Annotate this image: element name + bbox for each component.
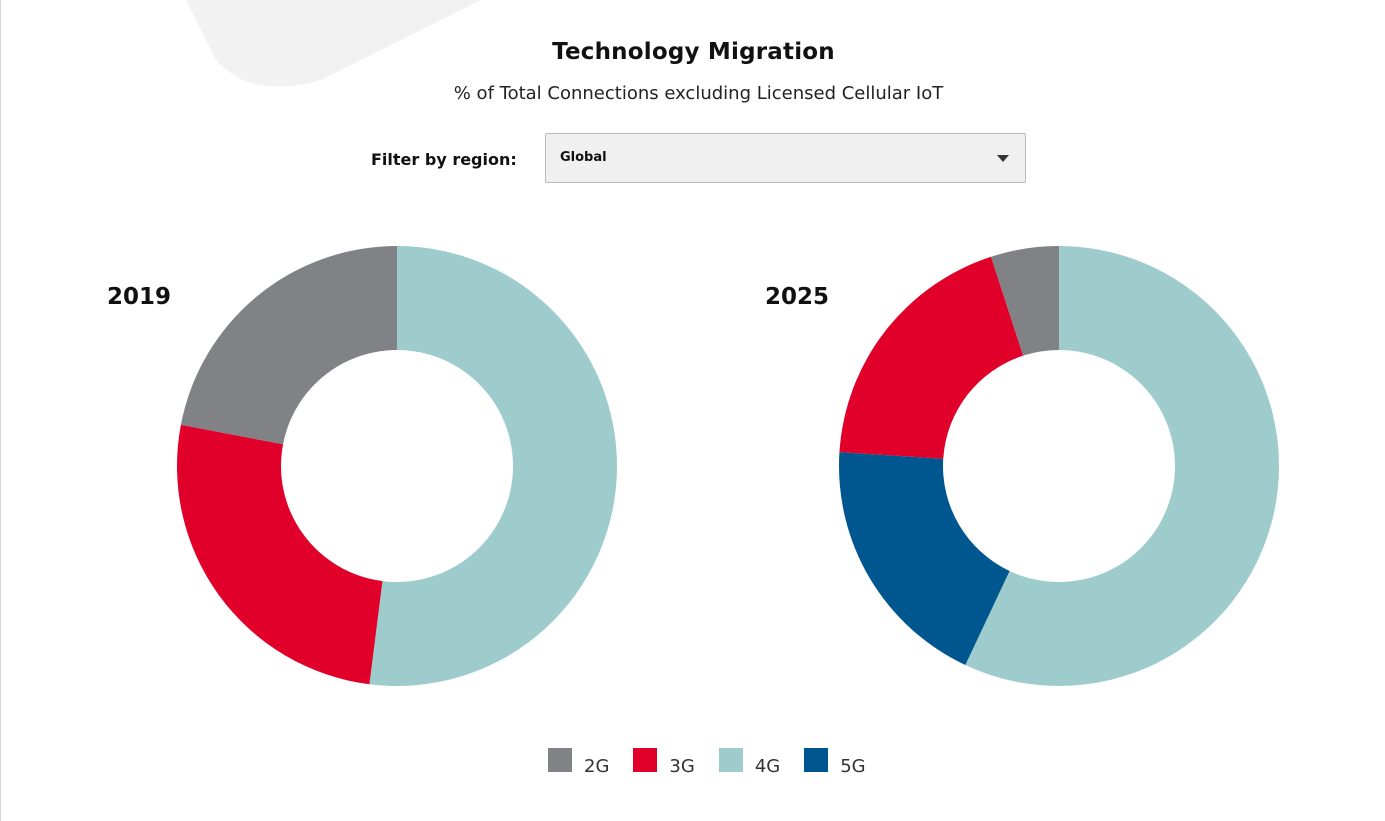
donut-slice-2019-2g[interactable] — [180, 246, 397, 445]
legend-label-5g: 5G — [840, 756, 866, 777]
filter-label: Filter by region: — [371, 150, 517, 169]
chart-title: Technology Migration — [552, 39, 835, 65]
donut-slice-2025-3g[interactable] — [839, 256, 1024, 459]
legend-label-2g: 2G — [584, 756, 610, 777]
legend-swatch-5g — [804, 748, 829, 772]
legend-label-4g: 4G — [754, 756, 781, 777]
region-dropdown[interactable]: Global — [545, 133, 1026, 183]
donut-slice-2025-4g[interactable] — [965, 246, 1279, 686]
chevron-down-icon[interactable] — [997, 155, 1009, 162]
legend-item-4g: 4G — [718, 748, 780, 776]
region-selected-value: Global — [560, 150, 607, 165]
donut-slice-2025-2g[interactable] — [991, 246, 1059, 356]
chart-year-label-2019: 2019 — [107, 284, 172, 310]
chart-subtitle: % of Total Connections excluding License… — [453, 83, 944, 104]
donut-slice-2025-5g[interactable] — [839, 452, 1010, 666]
background-watermark — [186, 0, 481, 87]
legend-swatch-4g — [718, 748, 743, 772]
donut-slice-2019-3g[interactable] — [176, 424, 383, 685]
legend-item-5g: 5G — [804, 748, 866, 776]
donut-slice-2019-4g[interactable] — [369, 246, 617, 686]
legend-swatch-2g — [548, 748, 572, 772]
legend-swatch-3g — [633, 748, 658, 772]
legend-item-2g: 2G — [548, 748, 609, 776]
legend-item-3g: 3G — [633, 748, 695, 776]
legend-label-3g: 3G — [669, 756, 695, 777]
chart-legend: 2G 3G 4G 5G — [548, 748, 890, 776]
chart-year-label-2025: 2025 — [765, 284, 830, 310]
